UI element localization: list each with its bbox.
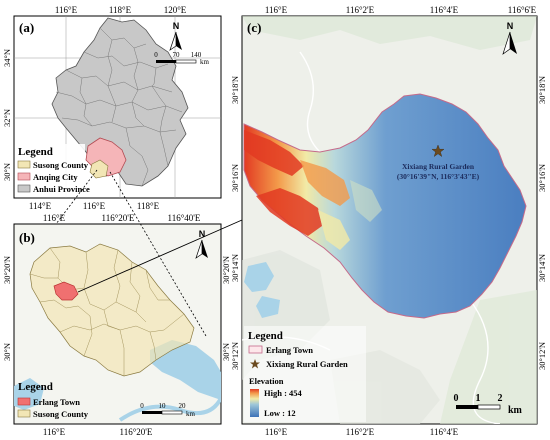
b-left-tick-1: 30°N bbox=[2, 343, 12, 361]
b-left-tick-0: 30°20'N bbox=[2, 256, 12, 284]
b-bottom-tick-0: 116°E bbox=[43, 427, 66, 437]
panel-c: Xixiang Rural Garden (30°16'39"N, 116°3'… bbox=[230, 5, 547, 437]
c-legend-item-1: Xixiang Rural Garden bbox=[266, 359, 348, 369]
b-scale-1: 10 bbox=[159, 402, 167, 410]
c-scale-2: 2 bbox=[498, 393, 503, 404]
panel-a: 116°E 118°E 120°E 114°E 116°E 118°E 34°N… bbox=[2, 5, 222, 211]
river-b bbox=[118, 397, 221, 422]
panel-b-label: (b) bbox=[19, 230, 35, 245]
legend-b: Legend Erlang Town Susong County bbox=[17, 381, 89, 419]
b-right-tick-1: 30°N bbox=[221, 343, 231, 361]
a-left-tick-2: 30°N bbox=[2, 163, 12, 181]
town-lines-b bbox=[29, 247, 185, 376]
c-north-letter: N bbox=[507, 21, 514, 31]
c-scale-unit: km bbox=[508, 405, 523, 416]
b-legend-item-0: Erlang Town bbox=[33, 397, 80, 407]
zoom-connectors bbox=[55, 169, 243, 337]
a-legend-item-0: Susong County bbox=[33, 160, 89, 170]
a-left-tick-0: 34°N bbox=[2, 49, 12, 67]
c-right-tick-0: 30°18'N bbox=[537, 76, 547, 104]
lake-c-1 bbox=[244, 262, 274, 292]
legend-c: Legend Erlang Town Xixiang Rural Garden … bbox=[244, 326, 366, 422]
a-legend-item-2: Anhui Province bbox=[33, 184, 90, 194]
b-scale-unit: km bbox=[186, 410, 196, 418]
a-top-tick-1: 118°E bbox=[109, 5, 132, 15]
a-scale-1: 70 bbox=[173, 51, 181, 59]
b-scale-2: 20 bbox=[179, 402, 187, 410]
panel-b: (b) 116°E 116°20'E 116°40'E 116°E 116°20… bbox=[2, 213, 231, 437]
erlang-town-b bbox=[53, 281, 79, 301]
c-elevation-low: Low : 12 bbox=[264, 408, 296, 418]
elevation-texture bbox=[244, 130, 382, 250]
c-left-tick-2: 30°14'N bbox=[230, 254, 240, 282]
erlang-town-dem bbox=[243, 93, 527, 319]
b-scale-0: 0 bbox=[140, 402, 144, 410]
legend-a: Legend Susong County Anqing City Anhui P… bbox=[15, 144, 90, 197]
b-right-tick-0: 30°20'N bbox=[221, 256, 231, 284]
c-top-tick-2: 116°4'E bbox=[430, 5, 459, 15]
c-right-tick-3: 30°12'N bbox=[537, 342, 547, 370]
b-legend-item-1: Susong County bbox=[33, 409, 89, 419]
a-left-tick-1: 32°N bbox=[2, 109, 12, 127]
c-right-tick-1: 30°16'N bbox=[537, 164, 547, 192]
b-legend-title: Legend bbox=[18, 381, 53, 393]
xixiang-garden-star-icon bbox=[431, 144, 445, 158]
a-top-tick-0: 116°E bbox=[55, 5, 78, 15]
c-legend-item-0: Erlang Town bbox=[266, 345, 313, 355]
lake-c-2 bbox=[256, 296, 280, 318]
c-legend-title: Legend bbox=[248, 330, 283, 342]
county-lines-a bbox=[55, 27, 183, 187]
a-legend-item-1: Anqing City bbox=[33, 172, 78, 182]
lake-b-1 bbox=[150, 340, 221, 400]
a-top-tick-2: 120°E bbox=[164, 5, 187, 15]
elevation-ramp bbox=[250, 389, 259, 417]
c-top-tick-3: 116°6'E bbox=[508, 5, 537, 15]
c-bottom-tick-2: 116°4'E bbox=[430, 427, 459, 437]
c-right-tick-2: 30°14'N bbox=[537, 254, 547, 282]
b-top-tick-2: 116°40'E bbox=[168, 213, 201, 223]
c-left-tick-3: 30°12'N bbox=[230, 342, 240, 370]
scale-bar-b: 0 10 20 km bbox=[140, 402, 195, 418]
b-north-letter: N bbox=[199, 229, 206, 239]
c-scale-0: 0 bbox=[454, 393, 459, 404]
c-scale-1: 1 bbox=[476, 393, 481, 404]
a-bottom-tick-1: 116°E bbox=[83, 201, 106, 211]
c-top-tick-1: 116°2'E bbox=[346, 5, 375, 15]
c-elevation-high: High : 454 bbox=[264, 388, 303, 398]
c-legend-star-icon bbox=[250, 359, 260, 369]
garden-label: Xixiang Rural Garden bbox=[402, 162, 475, 171]
a-bottom-tick-0: 114°E bbox=[29, 201, 52, 211]
b-top-tick-1: 116°20'E bbox=[102, 213, 135, 223]
b-bottom-tick-1: 116°20'E bbox=[120, 427, 153, 437]
scale-bar-a: 0 70 140 km bbox=[154, 51, 209, 66]
north-arrow-b-icon: N bbox=[195, 229, 208, 259]
garden-coords: (30°16'39"N, 116°3'43"E) bbox=[397, 172, 480, 181]
a-bottom-tick-2: 118°E bbox=[137, 201, 160, 211]
panel-a-label: (a) bbox=[19, 20, 34, 35]
c-left-tick-0: 30°18'N bbox=[230, 76, 240, 104]
c-bottom-tick-1: 116°2'E bbox=[346, 427, 375, 437]
panel-c-label: (c) bbox=[247, 20, 261, 35]
a-scale-0: 0 bbox=[154, 51, 158, 59]
c-bottom-tick-0: 116°E bbox=[265, 427, 288, 437]
a-scale-2: 140 bbox=[191, 51, 202, 59]
a-scale-unit: km bbox=[200, 58, 210, 66]
b-top-tick-0: 116°E bbox=[43, 213, 66, 223]
anhui-province bbox=[51, 17, 189, 187]
north-arrow-c-icon: N bbox=[502, 21, 517, 55]
c-top-tick-0: 116°E bbox=[265, 5, 288, 15]
north-arrow-icon: N bbox=[169, 21, 182, 51]
c-elevation-title: Elevation bbox=[249, 376, 284, 386]
a-north-letter: N bbox=[173, 21, 180, 31]
c-left-tick-1: 30°16'N bbox=[230, 164, 240, 192]
scale-bar-c: 0 1 2 km bbox=[454, 393, 523, 416]
a-legend-title: Legend bbox=[18, 146, 53, 158]
